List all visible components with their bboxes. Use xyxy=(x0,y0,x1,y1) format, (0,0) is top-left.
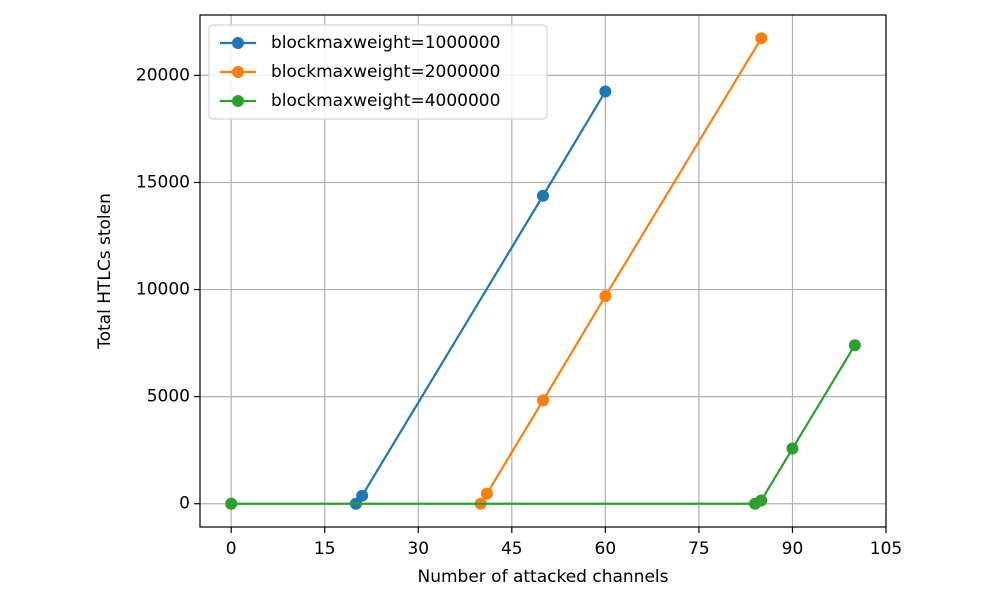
x-axis-label: Number of attacked channels xyxy=(417,567,668,587)
x-tick-label: 30 xyxy=(407,539,429,559)
data-point xyxy=(786,442,799,455)
x-tick-label: 75 xyxy=(688,539,710,559)
y-tick-label: 0 xyxy=(179,494,190,514)
y-axis-label: Total HTLCs stolen xyxy=(95,193,115,350)
legend-label: blockmaxweight=4000000 xyxy=(271,91,500,111)
legend-label: blockmaxweight=2000000 xyxy=(271,62,500,82)
data-point xyxy=(480,487,493,500)
series-line xyxy=(355,90,607,505)
x-tick-label: 0 xyxy=(226,539,237,559)
x-tick-label: 90 xyxy=(782,539,804,559)
x-tick-label: 15 xyxy=(314,539,336,559)
data-point xyxy=(225,497,238,510)
data-point xyxy=(848,339,861,352)
x-tick-label: 45 xyxy=(501,539,523,559)
data-point xyxy=(537,394,549,407)
legend-marker xyxy=(232,37,244,49)
data-point xyxy=(356,489,369,502)
legend-marker xyxy=(232,95,244,107)
data-point xyxy=(537,189,549,202)
y-tick-label: 20000 xyxy=(136,65,190,85)
y-tick-label: 5000 xyxy=(147,387,190,407)
legend-box xyxy=(208,24,548,120)
data-point xyxy=(755,494,768,507)
legend-label: blockmaxweight=1000000 xyxy=(271,33,500,53)
plot-frame xyxy=(199,14,887,528)
data-point xyxy=(755,32,768,45)
legend-marker xyxy=(232,66,244,78)
data-point xyxy=(599,290,612,303)
y-tick-label: 10000 xyxy=(136,280,190,300)
data-point xyxy=(599,85,612,98)
x-tick-label: 105 xyxy=(870,539,902,559)
y-tick-label: 15000 xyxy=(136,172,190,192)
x-tick-label: 60 xyxy=(595,539,617,559)
